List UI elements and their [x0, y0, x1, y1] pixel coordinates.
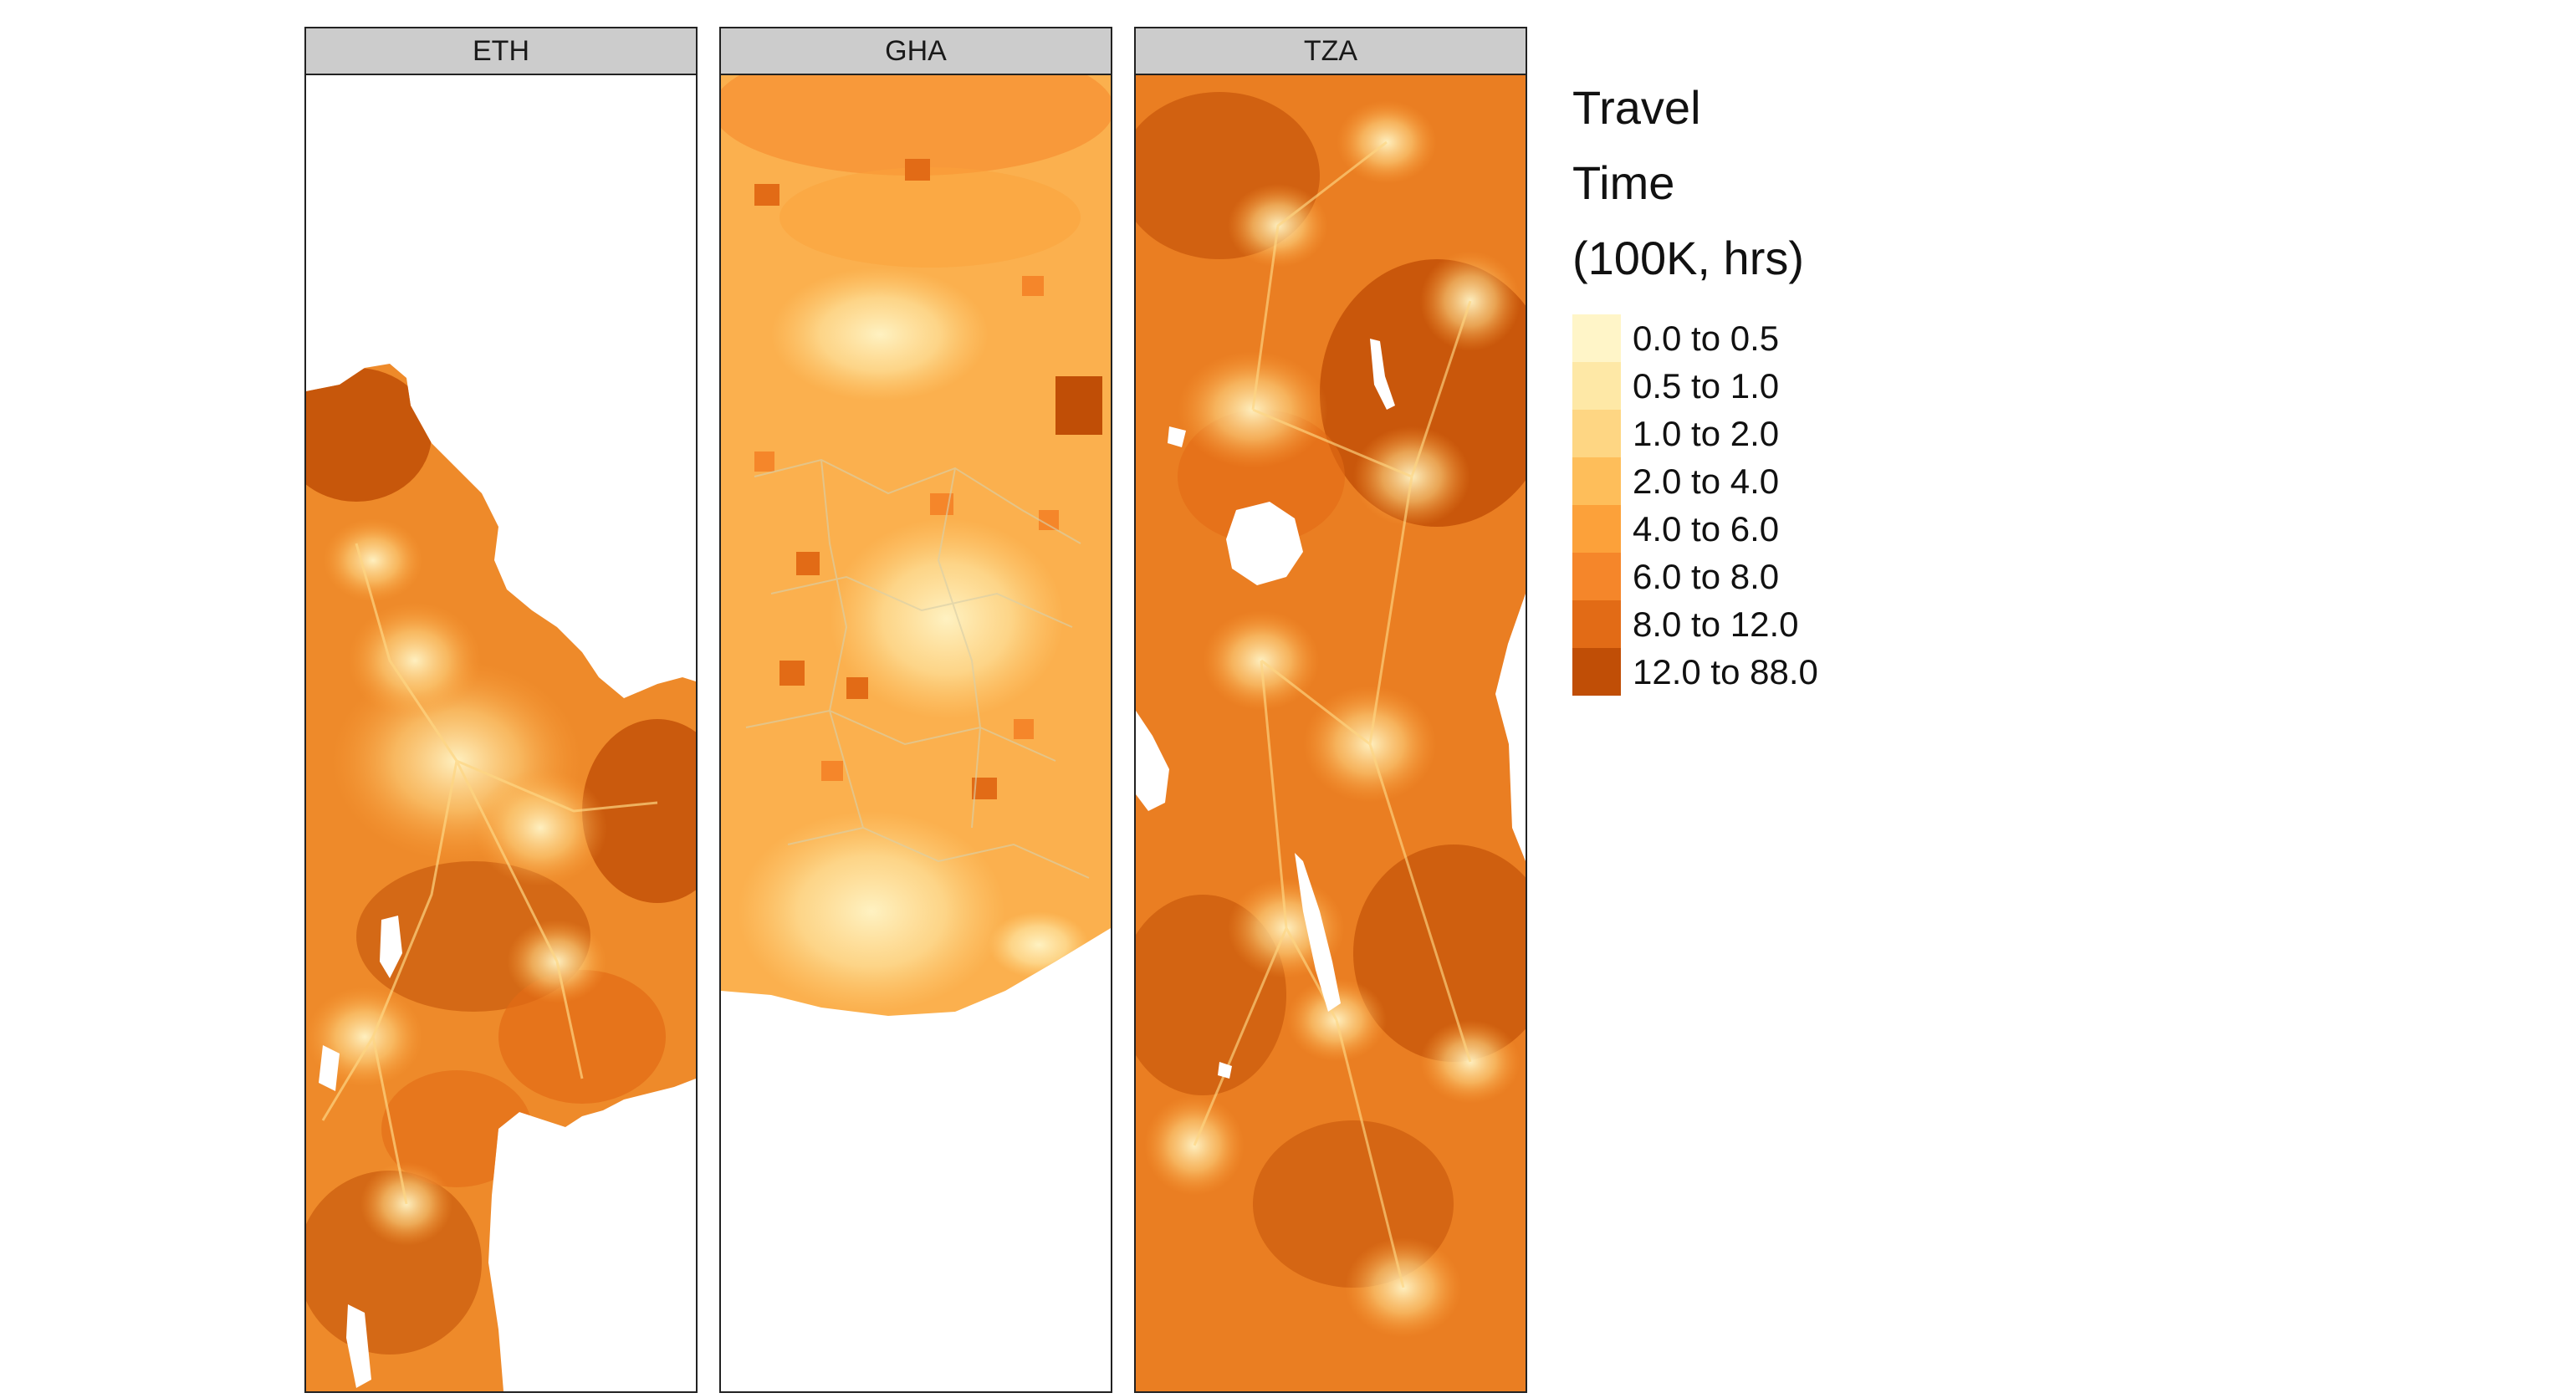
facet-panel-tza: TZA: [1134, 27, 1527, 1393]
legend-label: 0.5 to 1.0: [1633, 365, 1780, 406]
facet-panel-eth: ETH: [304, 27, 698, 1393]
legend-item: 0.0 to 0.5: [1572, 314, 1907, 362]
legend-label: 12.0 to 88.0: [1633, 651, 1818, 691]
facet-strip-tza: TZA: [1136, 28, 1526, 75]
legend-swatch: [1572, 553, 1621, 600]
map-area-tza: [1136, 75, 1526, 1391]
legend-swatch: [1572, 410, 1621, 457]
legend-label: 4.0 to 6.0: [1633, 508, 1780, 548]
legend-label: 0.0 to 0.5: [1633, 318, 1780, 358]
legend-title-line: Time: [1572, 156, 1675, 209]
legend-item: 6.0 to 8.0: [1572, 553, 1907, 600]
legend-item: 1.0 to 2.0: [1572, 410, 1907, 457]
legend-label: 6.0 to 8.0: [1633, 556, 1780, 596]
facet-label-tza: TZA: [1303, 34, 1358, 67]
travel-time-map-tza: [1136, 75, 1526, 1391]
facet-label-eth: ETH: [473, 34, 529, 67]
travel-time-map-gha: [721, 75, 1111, 1016]
legend-swatch: [1572, 600, 1621, 648]
map-area-gha: [721, 75, 1111, 1391]
facet-panel-gha: GHA: [719, 27, 1112, 1393]
legend-swatch: [1572, 314, 1621, 362]
legend-label: 8.0 to 12.0: [1633, 604, 1799, 644]
legend-item: 4.0 to 6.0: [1572, 505, 1907, 553]
facet-strip-gha: GHA: [721, 28, 1111, 75]
legend-title-line: Travel: [1572, 81, 1701, 134]
legend-label: 2.0 to 4.0: [1633, 461, 1780, 501]
legend-swatch: [1572, 457, 1621, 505]
facet-label-gha: GHA: [885, 34, 947, 67]
legend-title: Travel Time (100K, hrs): [1572, 70, 1907, 296]
legend-swatch: [1572, 362, 1621, 410]
legend-swatch: [1572, 505, 1621, 553]
travel-time-map-eth: [306, 364, 696, 1391]
legend-label: 1.0 to 2.0: [1633, 413, 1780, 453]
legend-swatch: [1572, 648, 1621, 696]
legend-item: 8.0 to 12.0: [1572, 600, 1907, 648]
legend-item: 0.5 to 1.0: [1572, 362, 1907, 410]
legend-title-line: (100K, hrs): [1572, 232, 1804, 284]
map-area-eth: [306, 75, 696, 1391]
legend-items: 0.0 to 0.5 0.5 to 1.0 1.0 to 2.0 2.0 to …: [1572, 314, 1907, 696]
legend: Travel Time (100K, hrs) 0.0 to 0.5 0.5 t…: [1572, 70, 1907, 696]
legend-item: 12.0 to 88.0: [1572, 648, 1907, 696]
legend-item: 2.0 to 4.0: [1572, 457, 1907, 505]
facet-strip-eth: ETH: [306, 28, 696, 75]
